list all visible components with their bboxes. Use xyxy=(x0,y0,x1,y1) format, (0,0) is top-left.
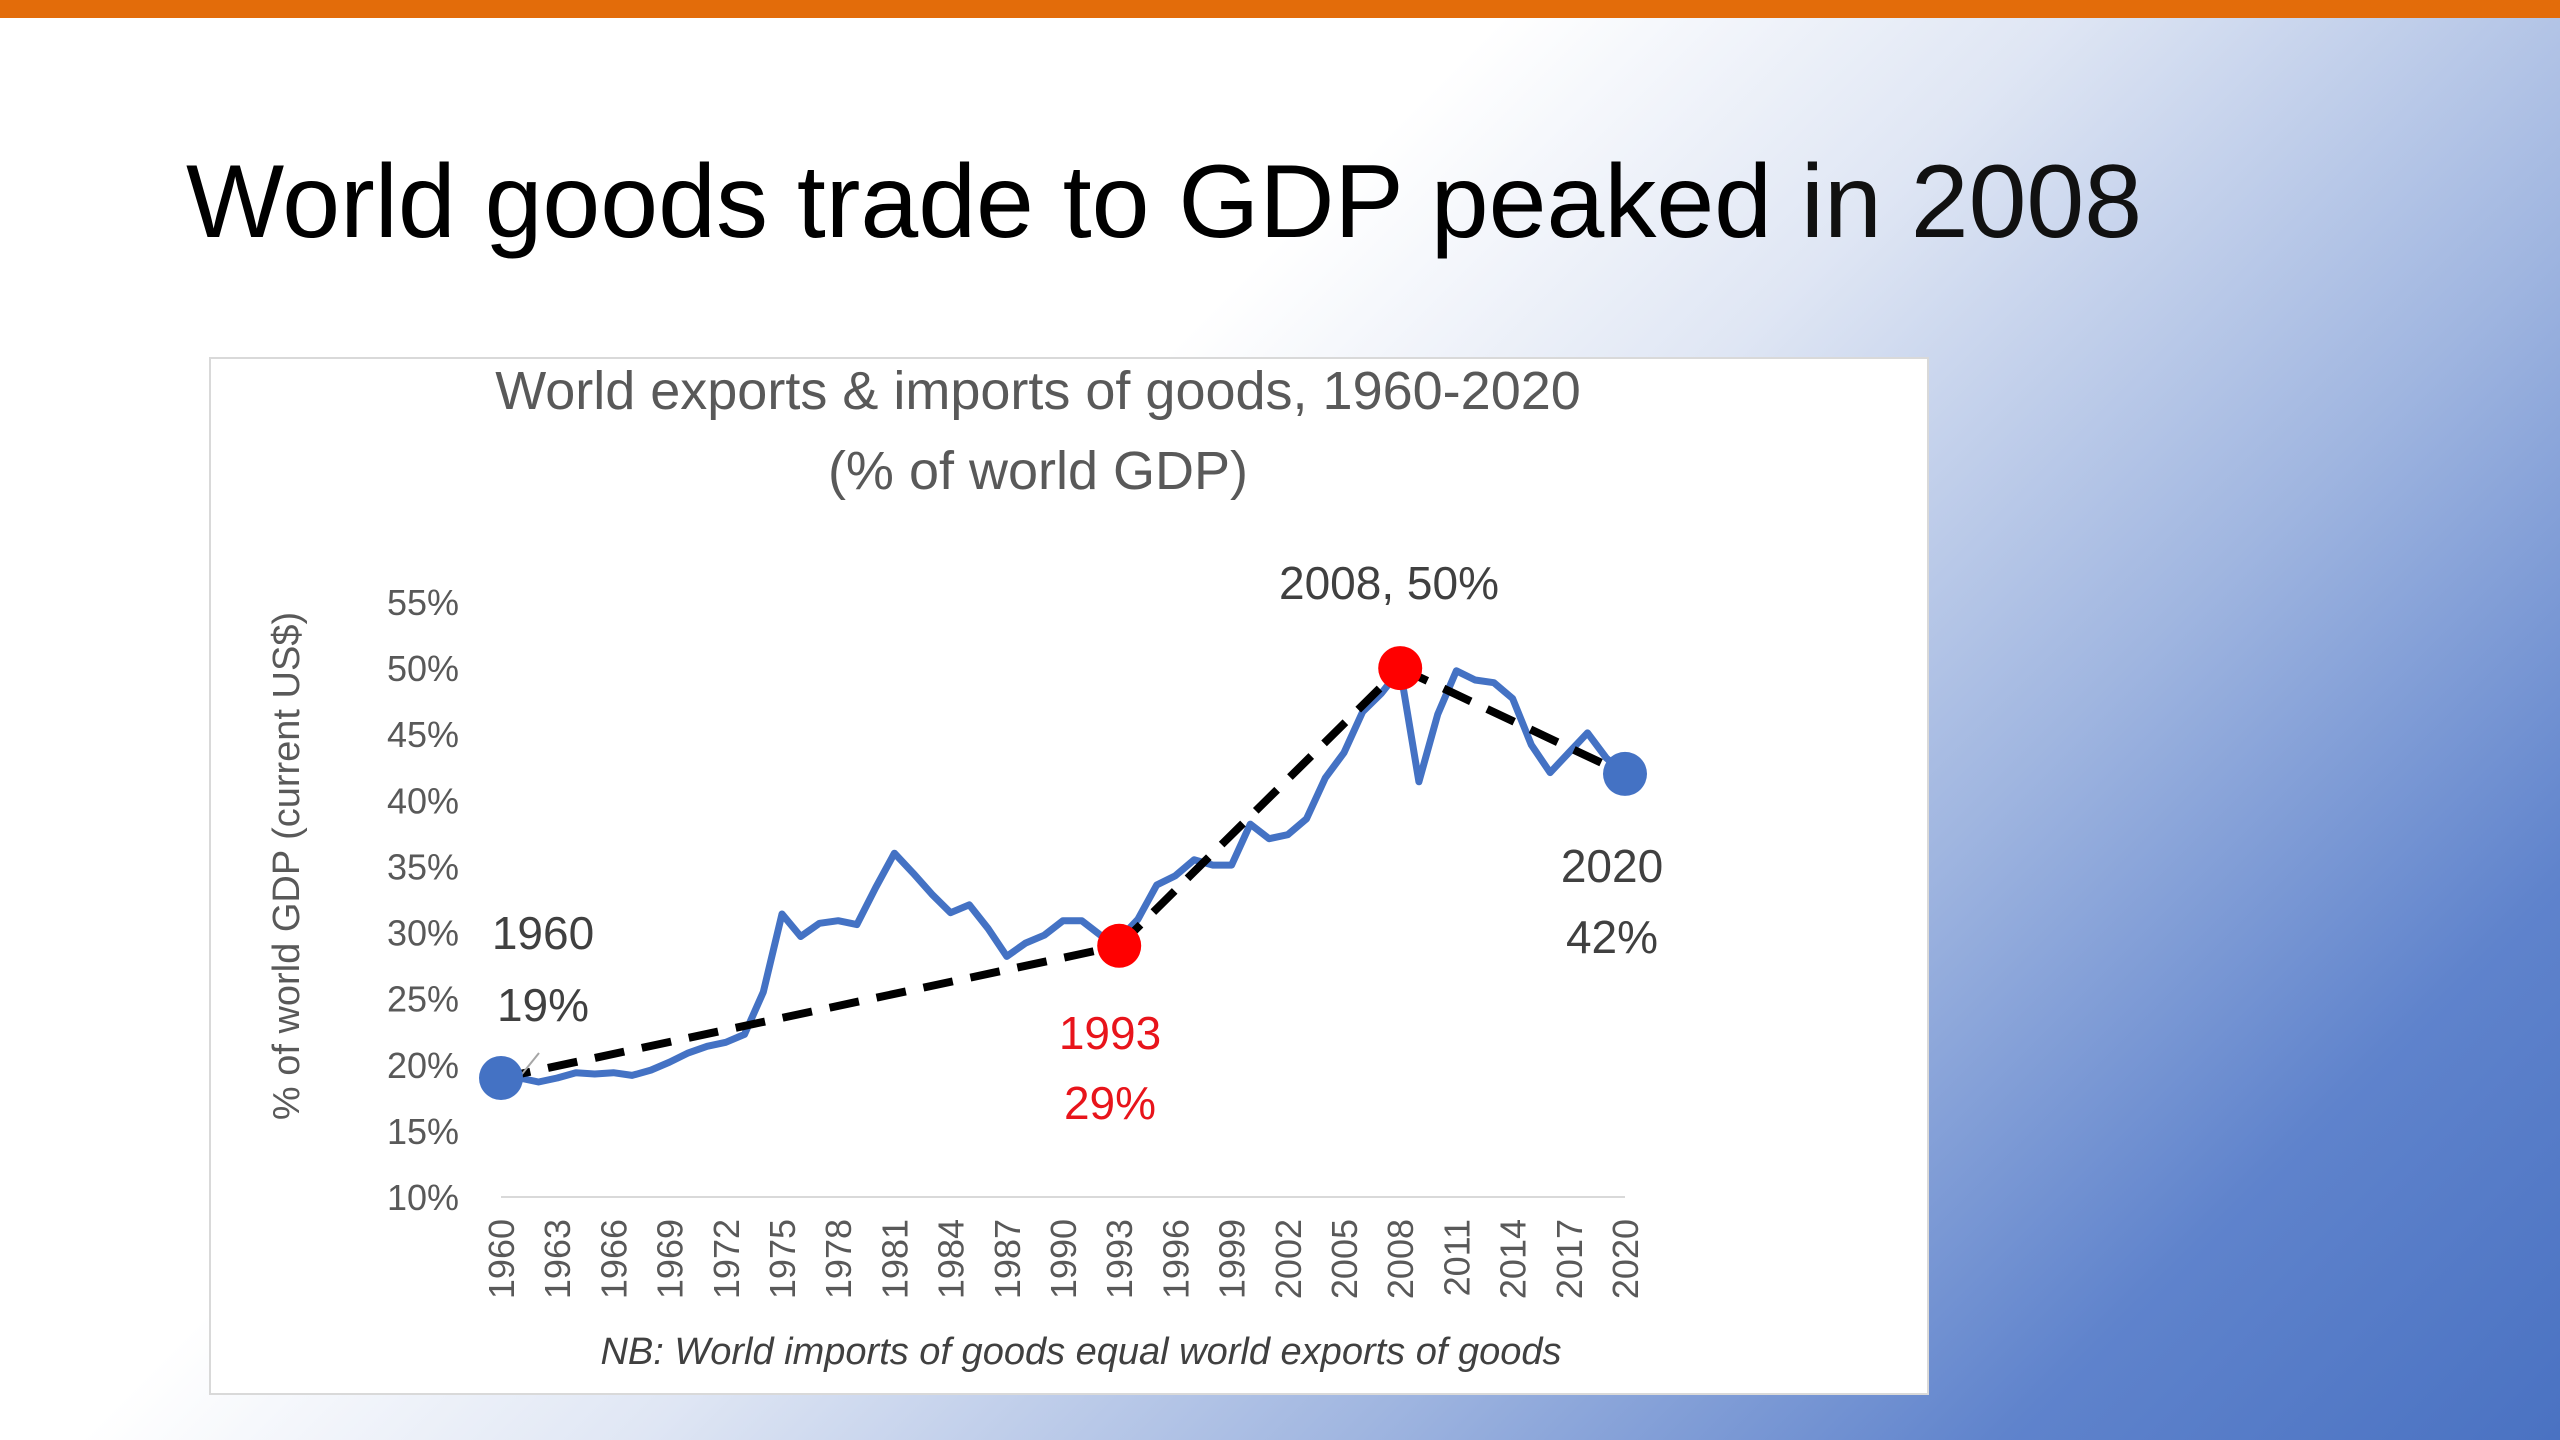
point-marker xyxy=(1603,751,1647,796)
trend-line-segment xyxy=(500,941,1121,1082)
x-tick-label: 1960 xyxy=(481,1219,522,1299)
x-tick-label: 1993 xyxy=(1099,1219,1140,1299)
y-tick-label: 50% xyxy=(387,648,459,689)
annotation-2020-value: 42% xyxy=(1566,911,1658,963)
slide-title-tail: in 2008 xyxy=(1772,144,2143,260)
slide-title: World goods trade to GDP peaked in 2008 xyxy=(186,140,2386,265)
x-tick-label: 1990 xyxy=(1043,1219,1084,1299)
y-tick-label: 15% xyxy=(387,1111,459,1152)
x-tick-label: 1969 xyxy=(650,1219,691,1299)
x-tick-label: 2005 xyxy=(1324,1219,1365,1299)
series-line xyxy=(497,665,1629,1086)
x-tick-label: 2017 xyxy=(1549,1219,1590,1299)
series-group xyxy=(497,665,1629,1086)
y-tick-label: 20% xyxy=(387,1045,459,1086)
annotation-2008: 2008, 50% xyxy=(1279,557,1499,609)
annotation-1960-value: 19% xyxy=(497,979,589,1031)
x-tick-label: 2014 xyxy=(1493,1219,1534,1299)
x-tick-label: 1996 xyxy=(1155,1219,1196,1299)
annotation-1993-value: 29% xyxy=(1064,1077,1156,1129)
x-tick-label: 1987 xyxy=(987,1219,1028,1299)
point-marker xyxy=(1378,646,1423,691)
x-tick-label: 2008 xyxy=(1380,1219,1421,1299)
y-tick-label: 10% xyxy=(387,1177,459,1218)
chart-svg: World exports & imports of goods, 1960-2… xyxy=(266,361,1663,1373)
x-tick-label: 1966 xyxy=(593,1219,634,1299)
x-tick-label: 2011 xyxy=(1436,1219,1477,1296)
annotation-2020-year: 2020 xyxy=(1561,840,1663,892)
chart-subtitle: (% of world GDP) xyxy=(828,441,1248,501)
chart-footnote: NB: World imports of goods equal world e… xyxy=(600,1331,1561,1373)
annotation-1993-year: 1993 xyxy=(1059,1007,1161,1059)
x-tick-label: 1978 xyxy=(818,1219,859,1299)
x-tick-label: 1963 xyxy=(537,1219,578,1299)
marker-group xyxy=(479,646,1647,1100)
y-tick-label: 55% xyxy=(387,582,459,623)
y-axis-title: % of world GDP (current US$) xyxy=(266,612,308,1120)
y-tick-label: 45% xyxy=(387,714,459,755)
slide-title-main: World goods trade to GDP peaked xyxy=(186,144,1772,260)
top-accent-bar xyxy=(0,0,2560,18)
x-tick-label: 1972 xyxy=(706,1219,747,1299)
chart-panel: World exports & imports of goods, 1960-2… xyxy=(209,357,1929,1395)
x-axis-ticks: 1960 1963 1966 1969 1972 1975 1978 1981 1984 1987… xyxy=(481,1219,1646,1299)
x-tick-label: 1975 xyxy=(762,1219,803,1299)
y-tick-label: 25% xyxy=(387,979,459,1020)
y-tick-label: 40% xyxy=(387,780,459,821)
trend-group xyxy=(500,664,1627,1082)
x-tick-label: 1984 xyxy=(931,1219,972,1299)
y-tick-label: 30% xyxy=(387,913,459,954)
annotation-1960-year: 1960 xyxy=(492,907,594,959)
trend-line-segment xyxy=(1116,665,1404,949)
y-axis-ticks: 10% 15% 20% 25% 30% 35% 40% 45% 50% 55% xyxy=(387,582,459,1218)
chart-title: World exports & imports of goods, 1960-2… xyxy=(495,361,1581,421)
x-tick-label: 2020 xyxy=(1605,1219,1646,1299)
x-tick-label: 1981 xyxy=(874,1219,915,1299)
y-tick-label: 35% xyxy=(387,846,459,887)
point-marker xyxy=(479,1056,523,1100)
point-marker xyxy=(1097,923,1142,968)
trend-line-segment xyxy=(1398,664,1627,778)
x-tick-label: 1999 xyxy=(1212,1219,1253,1299)
x-tick-label: 2002 xyxy=(1268,1219,1309,1299)
